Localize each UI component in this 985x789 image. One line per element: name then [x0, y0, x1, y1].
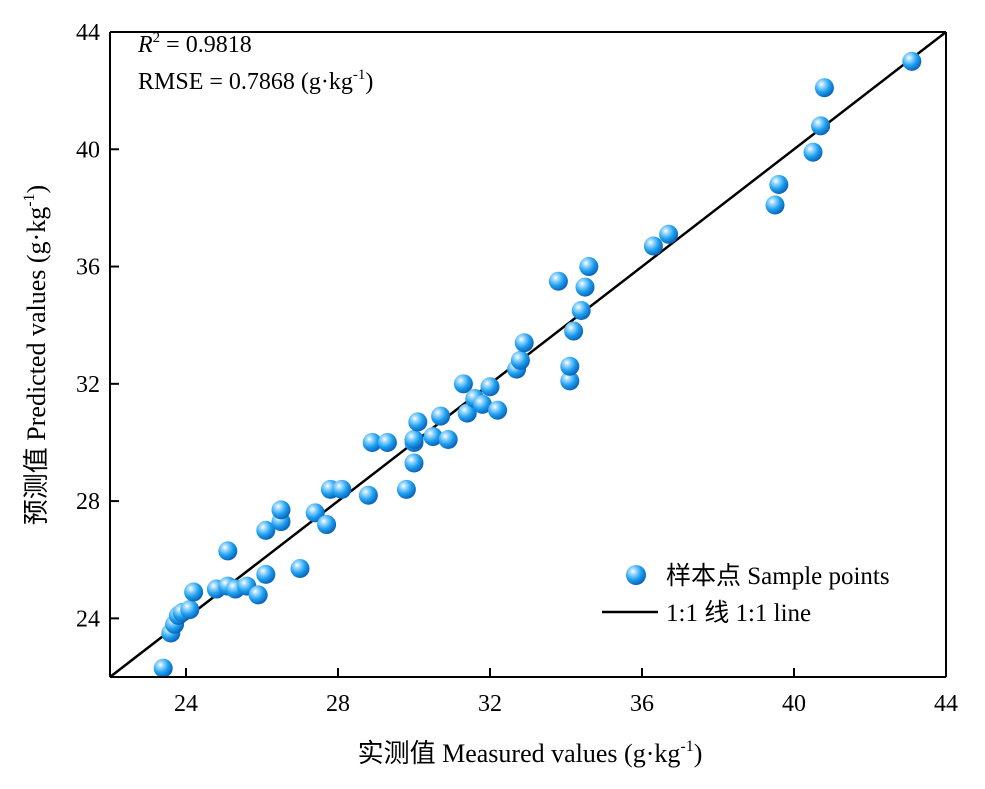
sample-point	[814, 78, 834, 98]
sample-point	[431, 406, 451, 426]
x-tick-label: 24	[174, 691, 198, 717]
legend-marker-sample-points	[626, 565, 646, 585]
sample-point	[564, 321, 584, 341]
sample-point	[317, 515, 337, 535]
sample-point	[457, 403, 477, 423]
sample-point	[548, 271, 568, 291]
sample-point	[803, 142, 823, 162]
sample-point	[377, 432, 397, 452]
sample-point	[153, 658, 173, 678]
rmse-annotation: RMSE = 0.7868 (g·kg-1)	[138, 67, 373, 95]
sample-point	[579, 257, 599, 277]
legend-label-identity-line: 1:1 线 1:1 line	[666, 599, 811, 627]
sample-point	[575, 277, 595, 297]
sample-point	[358, 485, 378, 505]
sample-point	[290, 559, 310, 579]
legend-label-sample-points: 样本点 Sample points	[666, 562, 890, 590]
y-tick-label: 32	[76, 372, 100, 398]
sample-point	[180, 600, 200, 620]
legend: 样本点 Sample points 1:1 线 1:1 line	[602, 562, 890, 627]
sample-point	[488, 400, 508, 420]
plot-frame	[110, 31, 947, 677]
y-tick-label: 40	[76, 137, 100, 163]
x-tick-label: 40	[782, 691, 806, 717]
sample-point	[472, 394, 492, 414]
y-tick-label: 36	[76, 255, 100, 281]
sample-point	[396, 479, 416, 499]
sample-point	[256, 564, 276, 584]
sample-point	[248, 585, 268, 605]
y-axis-label: 预测值 Predicted values (g·kg-1)	[21, 185, 51, 525]
sample-point	[643, 236, 663, 256]
x-tick-label: 44	[934, 691, 958, 717]
sample-point	[811, 116, 831, 136]
points-layer	[153, 51, 922, 678]
y-tick-label: 24	[76, 606, 100, 632]
y-tick-label: 44	[76, 20, 100, 46]
sample-point	[765, 195, 785, 215]
r2-annotation: R2 = 0.9818	[137, 30, 252, 58]
sample-point	[438, 430, 458, 450]
sample-point	[560, 371, 580, 391]
sample-point	[362, 432, 382, 452]
sample-point	[404, 430, 424, 450]
sample-point	[404, 453, 424, 473]
sample-point	[453, 374, 473, 394]
sample-point	[560, 356, 580, 376]
sample-point	[305, 503, 325, 523]
sample-point	[902, 51, 922, 71]
sample-point	[271, 500, 291, 520]
x-tick-label: 28	[326, 691, 350, 717]
x-tick-label: 36	[630, 691, 654, 717]
sample-point	[571, 301, 591, 321]
sample-point	[423, 427, 443, 447]
y-tick-label: 28	[76, 489, 100, 515]
axes-layer: 24 28 32 36 40 44 24 28 32 36 40 44	[76, 20, 958, 717]
sample-point	[218, 541, 238, 561]
sample-point	[408, 412, 428, 432]
sample-point	[184, 582, 204, 602]
sample-point	[769, 174, 789, 194]
sample-point	[480, 377, 500, 397]
sample-point	[332, 479, 352, 499]
identity-line	[109, 31, 947, 678]
identity-line-layer	[109, 31, 947, 678]
sample-point	[510, 350, 530, 370]
x-tick-label: 32	[478, 691, 502, 717]
sample-point	[256, 520, 276, 540]
x-axis-label: 实测值 Measured values (g·kg-1)	[358, 738, 703, 768]
sample-point	[514, 333, 534, 353]
sample-point	[659, 224, 679, 244]
